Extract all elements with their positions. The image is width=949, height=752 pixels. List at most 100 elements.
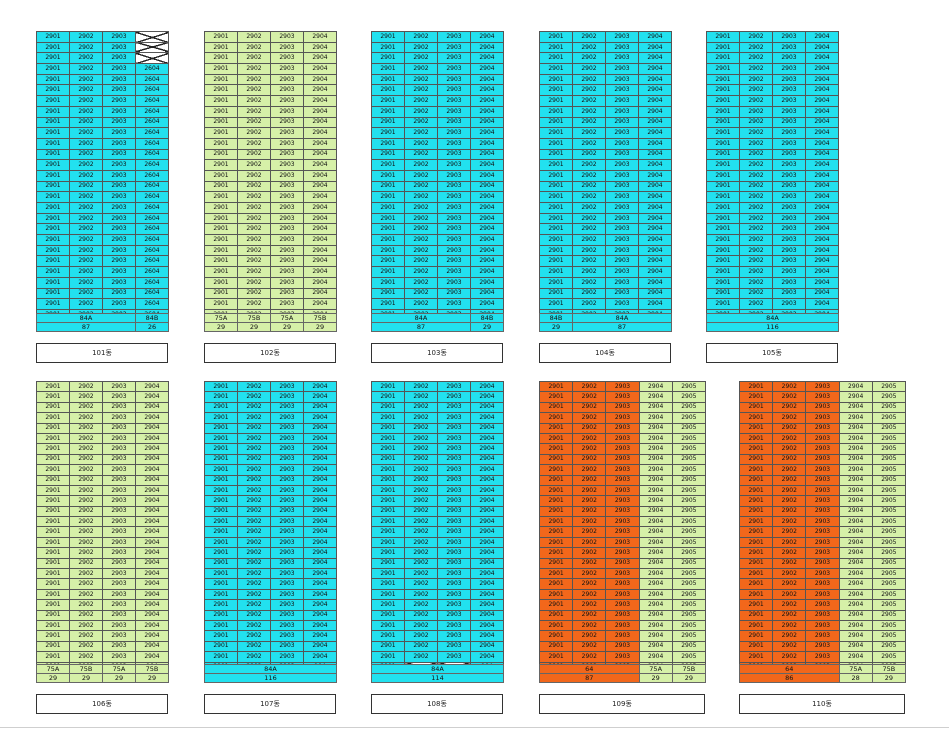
- unit-cell: 2903: [270, 223, 304, 236]
- unit-cell: 2904: [805, 73, 839, 86]
- unit-cell: 2904: [135, 651, 169, 663]
- unit-cell: 2905: [671, 516, 706, 528]
- unit-cell: 2902: [237, 212, 271, 225]
- unit-cell: 2901: [738, 453, 774, 466]
- unit-cell: 2903: [437, 41, 471, 54]
- unit-cell: 2905: [671, 599, 706, 611]
- unit-cell: 2901: [706, 287, 740, 300]
- unit-cell: 2905: [671, 464, 706, 476]
- unit-cell: 2903: [437, 191, 471, 203]
- unit-cell: 2902: [404, 619, 438, 632]
- unit-cell: 2604: [135, 169, 169, 182]
- unit-cell: 2904: [303, 105, 337, 118]
- unit-cell: 2902: [572, 95, 606, 107]
- unit-cell: 2902: [69, 640, 103, 653]
- unit-cell: 2904: [805, 287, 839, 300]
- unit-cell: 2903: [605, 630, 640, 642]
- unit-cell: 2901: [371, 84, 405, 97]
- unit-cell: 2901: [371, 287, 405, 300]
- unit-cell: 2902: [237, 599, 271, 611]
- unit-count: 29: [871, 673, 906, 683]
- unit-cell: 2904: [303, 212, 337, 225]
- unit-cell: 2901: [204, 401, 238, 414]
- unit-cell: 2903: [805, 578, 840, 590]
- unit-cell: 2904: [638, 464, 673, 476]
- unit-cell: 2903: [437, 640, 471, 653]
- unit-cell: 2902: [69, 630, 103, 642]
- unit-cell: 2903: [102, 568, 136, 580]
- unit-cell: 2903: [102, 223, 136, 236]
- unit-cell: 2902: [237, 169, 271, 182]
- unit-cell: 2903: [605, 640, 640, 653]
- unit-cell: 2904: [638, 41, 672, 54]
- unit-cell: 2903: [270, 443, 304, 455]
- unit-cell: 2901: [371, 159, 405, 171]
- unit-cell: 2903: [805, 640, 840, 653]
- unit-cell: 2902: [404, 202, 438, 214]
- unit-cell: 2903: [605, 443, 640, 455]
- unit-cell: 2902: [572, 568, 607, 580]
- unit-cell: 2903: [102, 148, 136, 161]
- unit-cell: 2903: [605, 474, 640, 486]
- unit-cell: 2903: [805, 547, 840, 559]
- unit-cell: 2902: [772, 432, 807, 445]
- unit-cell: 2903: [772, 41, 806, 54]
- unit-cell: 2902: [404, 148, 438, 161]
- unit-cell: 2903: [605, 557, 640, 570]
- unit-cell: 2901: [36, 599, 70, 611]
- unit-cell: 2902: [404, 180, 438, 193]
- unit-cell: 2904: [135, 484, 169, 497]
- unit-cell: 2904: [470, 453, 504, 466]
- unit-cell: 2904: [805, 159, 839, 171]
- unit-count: 29: [135, 673, 169, 683]
- unit-cell: 2902: [572, 547, 607, 559]
- unit-grid: 2901 2902 2903 2904 2901 2902 2903 2904 2901 2902…: [371, 380, 504, 673]
- unit-cell: 2901: [738, 526, 774, 538]
- unit-cell: 2901: [371, 443, 405, 455]
- unit-cell: 2901: [371, 640, 405, 653]
- unit-cell: 2904: [638, 495, 673, 507]
- summary-type-row: 75A 75B 75A 75B: [204, 313, 337, 323]
- unit-cell: 2902: [69, 578, 103, 590]
- unit-cell: 2903: [270, 255, 304, 268]
- unit-cell: 2904: [303, 495, 337, 507]
- unit-cell: 2901: [371, 484, 405, 497]
- unit-cell: 2604: [135, 116, 169, 129]
- unit-cell: 2901: [706, 148, 740, 161]
- unit-cell: 2904: [638, 63, 672, 75]
- unit-cell: 2902: [69, 568, 103, 580]
- unit-cell: 2904: [805, 127, 839, 139]
- unit-cell: 2902: [237, 453, 271, 466]
- unit-cell: 2903: [102, 95, 136, 107]
- unit-cell: 2901: [36, 137, 70, 150]
- unit-cell: 2901: [36, 547, 70, 559]
- unit-cell: 2904: [638, 432, 673, 445]
- unit-cell: 2904: [638, 391, 673, 403]
- building-107: 2901 2902 2903 2904 2901 2902 2903 2904 2901 2902…: [203, 380, 338, 714]
